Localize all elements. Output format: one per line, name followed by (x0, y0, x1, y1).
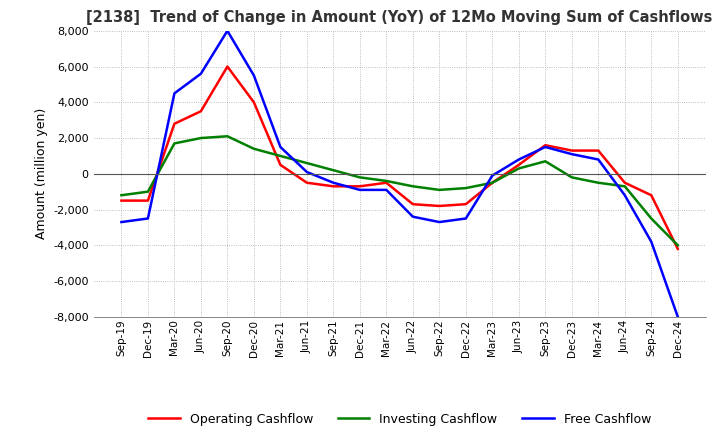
Free Cashflow (594, 157, 603, 162)
Investing Cashflow (250, 146, 258, 151)
Investing Cashflow (488, 180, 497, 185)
Operating Cashflow (223, 64, 232, 69)
Operating Cashflow (356, 183, 364, 189)
Investing Cashflow (329, 168, 338, 173)
Operating Cashflow (143, 198, 152, 203)
Investing Cashflow (197, 136, 205, 141)
Line: Free Cashflow: Free Cashflow (122, 31, 678, 317)
Free Cashflow (541, 144, 549, 150)
Title: [2138]  Trend of Change in Amount (YoY) of 12Mo Moving Sum of Cashflows: [2138] Trend of Change in Amount (YoY) o… (86, 11, 713, 26)
Free Cashflow (435, 220, 444, 225)
Operating Cashflow (462, 202, 470, 207)
Operating Cashflow (488, 180, 497, 185)
Operating Cashflow (567, 148, 576, 153)
Line: Investing Cashflow: Investing Cashflow (122, 136, 678, 246)
Operating Cashflow (117, 198, 126, 203)
Operating Cashflow (541, 143, 549, 148)
Free Cashflow (515, 157, 523, 162)
Operating Cashflow (197, 109, 205, 114)
Free Cashflow (488, 173, 497, 178)
Investing Cashflow (223, 134, 232, 139)
Investing Cashflow (673, 243, 682, 248)
Investing Cashflow (647, 216, 656, 221)
Investing Cashflow (594, 180, 603, 185)
Operating Cashflow (276, 162, 284, 168)
Investing Cashflow (170, 141, 179, 146)
Operating Cashflow (435, 203, 444, 209)
Investing Cashflow (276, 153, 284, 158)
Y-axis label: Amount (million yen): Amount (million yen) (35, 108, 48, 239)
Free Cashflow (621, 193, 629, 198)
Free Cashflow (117, 220, 126, 225)
Investing Cashflow (515, 166, 523, 171)
Free Cashflow (223, 28, 232, 33)
Investing Cashflow (382, 178, 391, 183)
Investing Cashflow (462, 186, 470, 191)
Investing Cashflow (567, 175, 576, 180)
Operating Cashflow (621, 180, 629, 185)
Operating Cashflow (673, 246, 682, 252)
Investing Cashflow (435, 187, 444, 193)
Free Cashflow (302, 169, 311, 175)
Operating Cashflow (515, 162, 523, 168)
Free Cashflow (276, 144, 284, 150)
Free Cashflow (250, 73, 258, 78)
Free Cashflow (170, 91, 179, 96)
Investing Cashflow (356, 175, 364, 180)
Operating Cashflow (170, 121, 179, 126)
Investing Cashflow (302, 161, 311, 166)
Operating Cashflow (302, 180, 311, 185)
Free Cashflow (143, 216, 152, 221)
Line: Operating Cashflow: Operating Cashflow (122, 66, 678, 249)
Investing Cashflow (621, 183, 629, 189)
Free Cashflow (408, 214, 417, 219)
Investing Cashflow (117, 193, 126, 198)
Operating Cashflow (408, 202, 417, 207)
Free Cashflow (356, 187, 364, 193)
Free Cashflow (647, 239, 656, 244)
Free Cashflow (382, 187, 391, 193)
Investing Cashflow (541, 159, 549, 164)
Operating Cashflow (382, 180, 391, 185)
Free Cashflow (329, 180, 338, 185)
Investing Cashflow (143, 189, 152, 194)
Operating Cashflow (329, 183, 338, 189)
Investing Cashflow (408, 183, 417, 189)
Free Cashflow (462, 216, 470, 221)
Free Cashflow (197, 71, 205, 76)
Operating Cashflow (594, 148, 603, 153)
Operating Cashflow (647, 193, 656, 198)
Free Cashflow (673, 314, 682, 319)
Operating Cashflow (250, 99, 258, 105)
Free Cashflow (567, 151, 576, 157)
Legend: Operating Cashflow, Investing Cashflow, Free Cashflow: Operating Cashflow, Investing Cashflow, … (143, 408, 656, 431)
